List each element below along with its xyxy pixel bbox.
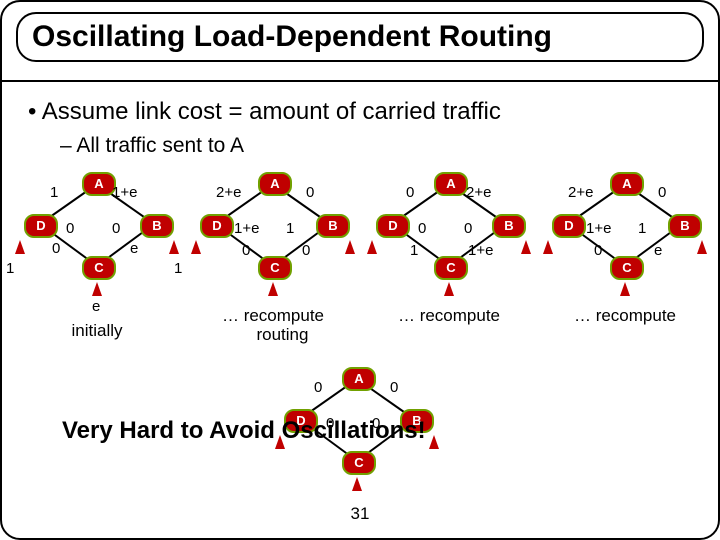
arrow-c xyxy=(620,282,630,296)
graph-3: A B C D 0 2+e 0 1 0 1+e xyxy=(364,172,534,322)
label-dc-in: 1+e xyxy=(234,220,259,237)
label-da: 0 xyxy=(406,184,414,201)
node-d: D xyxy=(200,214,234,238)
label-cb-in: 0 xyxy=(464,220,472,237)
node-c: C xyxy=(82,256,116,280)
graph-2: A B C D 2+e 0 1+e 0 1 0 xyxy=(188,172,358,322)
label-cb-in: 1 xyxy=(638,220,646,237)
node-d: D xyxy=(552,214,586,238)
label-da: 1 xyxy=(50,184,58,201)
caption-3: … recompute xyxy=(364,307,534,326)
node-d: D xyxy=(24,214,58,238)
node-c: C xyxy=(610,256,644,280)
node-c: C xyxy=(342,451,376,475)
graph-4: A B C D 2+e 0 1+e 0 1 e xyxy=(540,172,710,322)
arrow-b xyxy=(429,435,439,449)
label-cb-out: e xyxy=(130,240,138,257)
arrow-b xyxy=(169,240,179,254)
label-dc-out: 1 xyxy=(410,242,418,259)
arrow-c xyxy=(92,282,102,296)
ext-bottom: e xyxy=(92,298,100,315)
caption-4: … recompute xyxy=(540,307,710,326)
node-c: C xyxy=(434,256,468,280)
graph-1: A B C D 1 1+e 0 0 0 e 1 1 e xyxy=(12,172,182,322)
label-dc-out: 0 xyxy=(242,242,250,259)
arrow-d xyxy=(543,240,553,254)
label-dc-out: 0 xyxy=(52,240,60,257)
node-b: B xyxy=(140,214,174,238)
arrow-b xyxy=(697,240,707,254)
node-a: A xyxy=(82,172,116,196)
horizontal-rule xyxy=(2,80,718,82)
caption-2: … recompute routing xyxy=(188,307,358,344)
node-c: C xyxy=(258,256,292,280)
arrow-b xyxy=(521,240,531,254)
arrow-b xyxy=(345,240,355,254)
slide-title: Oscillating Load-Dependent Routing xyxy=(32,20,688,54)
label-cb-in: 0 xyxy=(112,220,120,237)
graph-row: A B C D 1 1+e 0 0 0 e 1 1 e A xyxy=(12,172,708,372)
node-b: B xyxy=(492,214,526,238)
ext-right: 1 xyxy=(174,260,182,277)
arrow-c xyxy=(444,282,454,296)
node-d: D xyxy=(376,214,410,238)
label-dc-in: 0 xyxy=(66,220,74,237)
node-a: A xyxy=(258,172,292,196)
label-cb-in: 1 xyxy=(286,220,294,237)
label-cb-out: 0 xyxy=(302,242,310,259)
label-dc-in: 1+e xyxy=(586,220,611,237)
arrow-d xyxy=(367,240,377,254)
ext-left: 1 xyxy=(6,260,14,277)
node-b: B xyxy=(668,214,702,238)
label-cb-out: e xyxy=(654,242,662,259)
node-a: A xyxy=(434,172,468,196)
label-da: 2+e xyxy=(216,184,241,201)
arrow-c xyxy=(268,282,278,296)
caption-1: initially xyxy=(12,322,182,341)
node-b: B xyxy=(316,214,350,238)
label-da: 2+e xyxy=(568,184,593,201)
title-box: Oscillating Load-Dependent Routing xyxy=(16,12,704,62)
label-ab: 1+e xyxy=(112,184,137,201)
label-cb-out: 1+e xyxy=(468,242,493,259)
label-ab: 0 xyxy=(390,379,398,396)
slide: Oscillating Load-Dependent Routing • Ass… xyxy=(0,0,720,540)
label-ab: 0 xyxy=(658,184,666,201)
label-ab: 2+e xyxy=(466,184,491,201)
label-da: 0 xyxy=(314,379,322,396)
arrow-c xyxy=(352,477,362,491)
arrow-d xyxy=(15,240,25,254)
node-a: A xyxy=(610,172,644,196)
bottom-statement: Very Hard to Avoid Oscillations! xyxy=(62,417,426,445)
label-ab: 0 xyxy=(306,184,314,201)
label-dc-out: 0 xyxy=(594,242,602,259)
node-a: A xyxy=(342,367,376,391)
page-number: 31 xyxy=(2,504,718,524)
bullet-level1: • Assume link cost = amount of carried t… xyxy=(28,98,501,126)
arrow-d xyxy=(191,240,201,254)
bullet-level2: – All traffic sent to A xyxy=(60,134,244,158)
label-dc-in: 0 xyxy=(418,220,426,237)
